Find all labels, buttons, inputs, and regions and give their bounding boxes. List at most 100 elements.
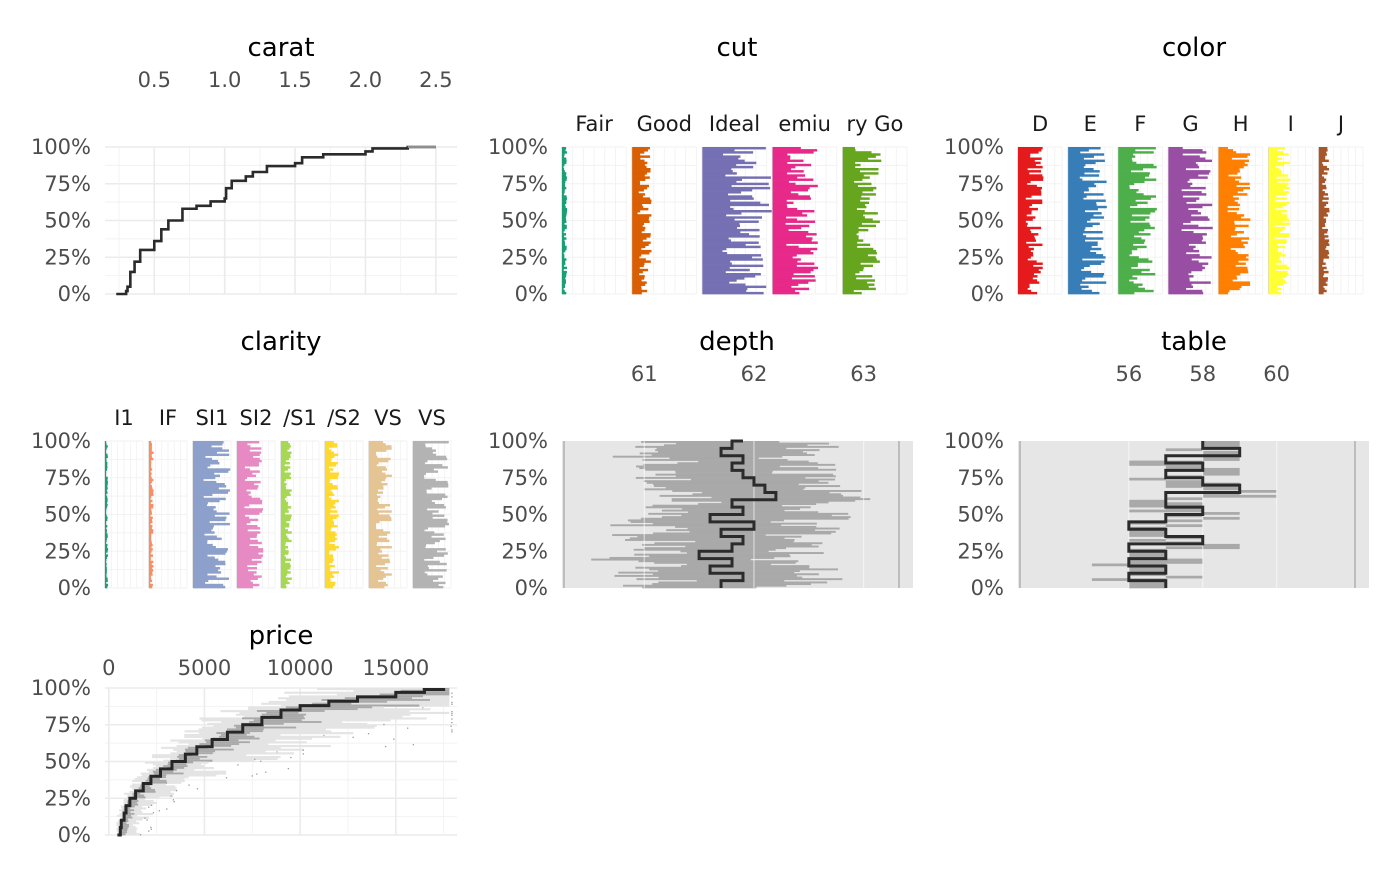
color-bar [1018, 270, 1041, 274]
cut-bar [632, 264, 644, 268]
color-bar [1118, 289, 1154, 293]
color-bar [1018, 186, 1043, 190]
cut-bar [632, 212, 638, 215]
clarity-bar [325, 543, 335, 547]
depth-band [649, 555, 791, 558]
clarity-bar [149, 478, 154, 482]
color-bar [1318, 273, 1325, 276]
cut-bar [842, 184, 858, 188]
cut-bar [562, 201, 567, 205]
cut-bar [562, 283, 566, 286]
cut-bar [772, 163, 812, 167]
color-bar [1218, 184, 1237, 188]
clarity-bar [149, 443, 152, 446]
table-band [1128, 499, 1166, 503]
price-iqr-band [199, 743, 240, 746]
cut-bar [562, 239, 565, 242]
color-bar [1118, 231, 1139, 234]
clarity-bar [105, 512, 107, 515]
table-ytick-label: 0% [971, 576, 1004, 600]
clarity-bar [149, 462, 152, 465]
cut-bar [702, 226, 738, 230]
clarity-bar [413, 567, 429, 570]
clarity-bar [149, 493, 154, 496]
color-bar [1218, 170, 1240, 173]
cut-bar [632, 155, 651, 158]
clarity-bar [105, 546, 108, 549]
color-bar [1218, 285, 1242, 289]
clarity-bar [281, 527, 286, 530]
color-bar [1168, 281, 1211, 284]
color-bar [1268, 245, 1286, 249]
color-bar [1168, 275, 1194, 278]
cut-bar [562, 245, 567, 249]
cut-bar [702, 151, 754, 154]
depth-band [690, 478, 836, 481]
cut-bar [632, 279, 642, 282]
color-bar [1218, 291, 1229, 295]
clarity-bar [369, 472, 386, 475]
cut-bar [702, 153, 723, 156]
cut-bar [632, 262, 645, 265]
clarity-bar [281, 476, 292, 480]
clarity-bar [193, 464, 211, 467]
cut-bar [562, 275, 567, 278]
clarity-bar [325, 583, 335, 587]
color-bar [1018, 277, 1033, 280]
clarity-ytick-label: 75% [44, 466, 91, 490]
cut-bar [702, 270, 726, 274]
cut-bar [842, 247, 874, 251]
color-bar [1318, 233, 1325, 236]
clarity-bar [193, 577, 230, 580]
clarity-bar [281, 489, 292, 492]
color-bar [1018, 285, 1030, 289]
color-bar [1168, 291, 1204, 295]
color-bar [1118, 207, 1157, 211]
color-bar [1168, 203, 1213, 207]
price-range-band [213, 724, 377, 727]
color-bar [1318, 186, 1327, 190]
color-bar [1068, 254, 1104, 257]
color-bar [1068, 147, 1101, 150]
depth-band [591, 558, 751, 561]
color-bar [1118, 273, 1156, 276]
color-bar [1218, 268, 1248, 272]
clarity-bar [193, 451, 217, 454]
color-bar [1168, 289, 1203, 293]
price-iqr-band [289, 708, 358, 711]
clarity-bar [413, 491, 427, 494]
color-bar [1118, 191, 1137, 194]
cut-bar [702, 245, 761, 249]
color-bar [1268, 260, 1282, 263]
cut-bar [562, 176, 567, 179]
price-outlier-point [451, 701, 453, 704]
clarity-bar [149, 550, 152, 553]
cut-bar [772, 252, 814, 255]
price-outlier-point [139, 834, 142, 836]
clarity-bar [281, 554, 285, 557]
depth-band [675, 525, 817, 528]
color-bar [1318, 283, 1328, 286]
table-band [1202, 472, 1240, 476]
clarity-bar [325, 459, 331, 463]
cut-bar [632, 218, 649, 221]
price-range-band [284, 691, 450, 694]
color-bar [1018, 262, 1043, 265]
clarity-bar [193, 539, 208, 543]
color-bar [1318, 247, 1326, 251]
clarity-bar [325, 468, 334, 471]
cut-bar [842, 207, 857, 211]
color-bar [1218, 191, 1238, 194]
clarity-bar [325, 535, 336, 538]
color-facet-label: E [1084, 112, 1097, 136]
clarity-bar [369, 541, 378, 545]
clarity-bar [237, 554, 264, 557]
price-iqr-band [235, 726, 297, 729]
clarity-bar [105, 583, 109, 587]
panel-title-price: price [249, 621, 314, 651]
clarity-bar [193, 541, 208, 545]
color-bar [1068, 235, 1087, 238]
clarity-bar [149, 510, 152, 513]
price-median-line [117, 687, 446, 837]
color-bar [1168, 176, 1208, 179]
